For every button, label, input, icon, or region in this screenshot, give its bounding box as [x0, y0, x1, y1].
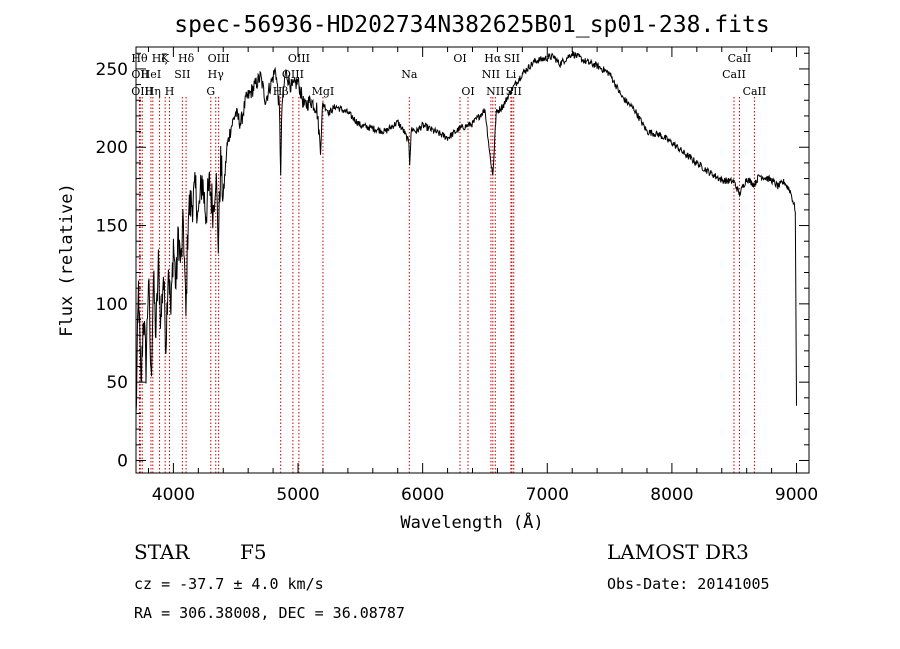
marker-label: HeI	[141, 68, 161, 81]
marker-label: CaII	[722, 68, 746, 81]
marker-label: G	[206, 85, 215, 98]
marker-label: K	[161, 52, 170, 65]
marker-label: OIII	[131, 85, 153, 98]
marker-label: OIII	[208, 52, 230, 65]
spectrum-line	[135, 50, 797, 415]
marker-label: Hβ	[273, 85, 289, 98]
y-tick-label: 0	[117, 451, 128, 471]
y-axis: 0 50 100 150 200 250	[96, 52, 809, 471]
coordinates: RA = 306.38008, DEC = 36.08787	[134, 604, 405, 622]
marker-label: Hγ	[208, 68, 225, 81]
survey-name: LAMOST DR3	[607, 540, 749, 564]
marker-label: Hα	[484, 52, 502, 65]
marker-label: SII	[504, 52, 520, 65]
x-tick-label: 7000	[526, 485, 569, 505]
marker-label: Hθ	[131, 52, 148, 65]
y-tick-label: 50	[106, 373, 128, 393]
marker-labels: HθOIIOIIIHeIHηHζKHSIIHδGHγOIIIHβOIIIOIII…	[131, 52, 766, 98]
marker-label: CaII	[743, 85, 767, 98]
marker-label: OI	[453, 52, 466, 65]
marker-label: OIII	[288, 52, 310, 65]
y-tick-label: 100	[96, 295, 128, 315]
series-group	[135, 50, 797, 415]
x-tick-label: 8000	[650, 485, 693, 505]
y-tick-label: 200	[96, 138, 128, 158]
object-class: STAR	[134, 540, 190, 564]
marker-label: NII	[482, 68, 500, 81]
x-axis: 4000 5000 6000 7000 8000 9000	[147, 47, 818, 505]
marker-label: Na	[401, 68, 418, 81]
marker-label: MgI	[312, 85, 335, 98]
marker-label: Hδ	[178, 52, 195, 65]
marker-label: NII	[486, 85, 504, 98]
marker-label: SII	[174, 68, 190, 81]
marker-label: Hη	[145, 85, 161, 98]
y-axis-label: Flux (relative)	[57, 183, 77, 337]
marker-label: CaII	[728, 52, 752, 65]
x-tick-label: 6000	[401, 485, 444, 505]
redshift-text: cz = -37.7 ± 4.0 km/s	[134, 575, 324, 593]
y-tick-label: 250	[96, 60, 128, 80]
marker-lines	[138, 97, 755, 473]
object-subclass: F5	[240, 540, 267, 564]
x-axis-label: Wavelength (Å)	[400, 511, 543, 533]
marker-label: SII	[506, 85, 522, 98]
x-tick-label: 9000	[775, 485, 818, 505]
chart-title: spec-56936-HD202734N382625B01_sp01-238.f…	[174, 12, 769, 38]
marker-label: Li	[505, 68, 516, 81]
marker-label: OI	[461, 85, 474, 98]
x-tick-label: 4000	[152, 485, 195, 505]
x-tick-label: 5000	[276, 485, 319, 505]
y-tick-label: 150	[96, 217, 128, 237]
marker-label: Hζ	[152, 52, 168, 65]
marker-label: H	[165, 85, 175, 98]
obs-date: Obs-Date: 20141005	[607, 575, 770, 593]
